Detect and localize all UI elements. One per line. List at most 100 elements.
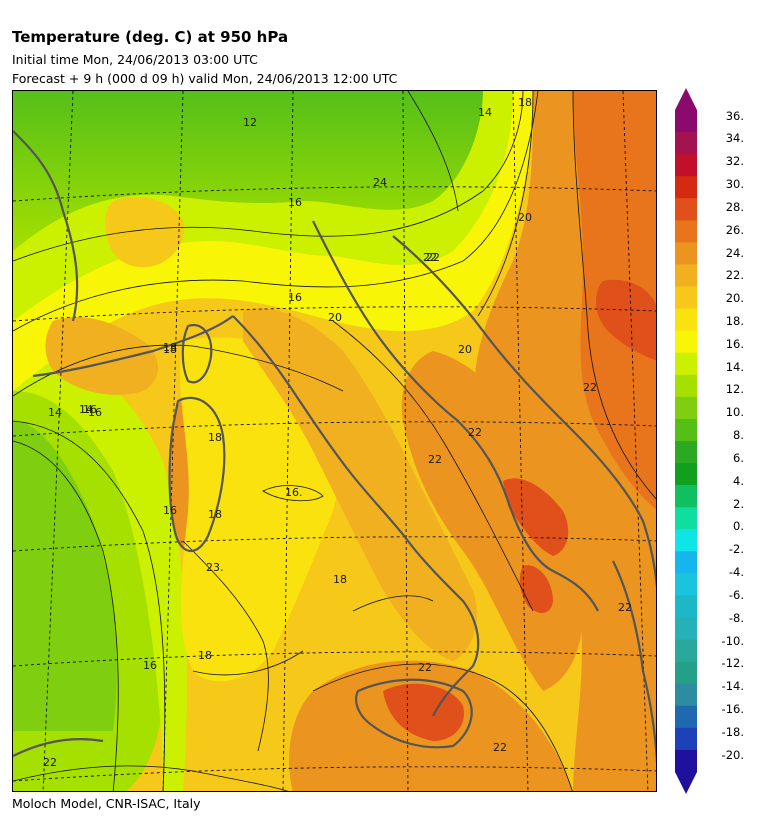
contour-label: 12 [243, 116, 257, 129]
colorbar-cell [675, 573, 697, 596]
colorbar-bottom-arrow [675, 772, 697, 794]
contour-lines [13, 91, 656, 791]
contour-label: 16 [143, 659, 157, 672]
colorbar-tick-label: 14. [725, 359, 744, 374]
colorbar-cell [675, 463, 697, 486]
colorbar-cell [675, 374, 697, 398]
colorbar-cell [675, 286, 697, 310]
colorbar-tick-label: 12. [725, 382, 744, 397]
colorbar-tick-label: 0. [733, 519, 744, 534]
colorbar-tick-label: 18. [725, 314, 744, 328]
colorbar-cell [675, 220, 697, 243]
coastline-france-riviera [32, 315, 234, 378]
colorbar-tick-label: -20. [721, 747, 744, 762]
colorbar-cell [675, 441, 697, 464]
temp-zone-apulia-hot [503, 478, 569, 556]
contour-label: 14 [478, 106, 492, 119]
coastline-sardinia [168, 396, 226, 553]
colorbar-tick-label: -12. [721, 656, 744, 671]
contour-label: 22 [423, 251, 437, 264]
contour-label: 18 [208, 431, 222, 444]
contour-labels: 14 16 18 20 22 24 12 14 16 18 20 22 16 1… [43, 96, 632, 769]
colorbar-tick-label: 36. [725, 108, 744, 123]
temp-zone-alps-yellow [13, 91, 533, 391]
colorbar-cell [675, 749, 697, 773]
contour-label: 18 [198, 649, 212, 662]
coastline-italy-east [312, 220, 599, 612]
contour-label: 22 [43, 756, 57, 769]
colorbar-tick-label: 30. [725, 177, 744, 192]
colorbar-tick-label: 22. [725, 268, 744, 283]
colorbar-cell [675, 132, 697, 155]
colorbar-cell [675, 529, 697, 552]
colorbar-tick-label: -2. [728, 542, 744, 557]
contour-label: 22 [583, 381, 597, 394]
colorbar-cell [675, 242, 697, 265]
colorbar-cell [675, 110, 697, 133]
colorbar-tick-label: 20. [725, 291, 744, 306]
temp-zone-north-yellowgreen [13, 91, 513, 321]
colorbar-tick-label: 32. [725, 154, 744, 169]
colorbar-cell [675, 198, 697, 221]
colorbar-cell [675, 551, 697, 574]
coastline-adriatic-east [392, 235, 656, 590]
contour-label: 22 [428, 453, 442, 466]
contour-label: 22 [493, 741, 507, 754]
colorbar-tick-label: 34. [725, 131, 744, 146]
colorbar-tick-label: 24. [725, 245, 744, 260]
contour-label: 22 [468, 426, 482, 439]
coastline-sicily [355, 678, 473, 749]
colorbar-tick-label: 28. [725, 199, 744, 214]
contour-label: 14 [79, 403, 93, 416]
forecast-label: Forecast + 9 h (000 d 09 h) valid Mon, 2… [12, 71, 398, 86]
colorbar-tick-label: -10. [721, 633, 744, 648]
coastline-italy-west [232, 315, 480, 717]
contour-label: 22 [418, 661, 432, 674]
colorbar-tick-label: 8. [733, 428, 744, 443]
temp-zone-balkan-hotspot [596, 279, 656, 361]
colorbar-cell [675, 617, 697, 641]
contour-label: 22 [618, 601, 632, 614]
contour-label: 22 [426, 251, 440, 264]
colorbar-top-arrow [675, 88, 697, 110]
colorbar-cell [675, 330, 697, 354]
colorbar-tick-label: -4. [728, 565, 744, 580]
coastline-malta-tunisia [13, 738, 104, 757]
colorbar-cell [675, 396, 697, 420]
temperature-map: 14 16 18 20 22 24 12 14 16 18 20 22 16 1… [12, 90, 657, 792]
coastline-greece [612, 560, 656, 763]
chart-title: Temperature (deg. C) at 950 hPa [12, 28, 289, 46]
contour-label: 16 [163, 504, 177, 517]
colorbar-cell [675, 639, 697, 663]
colorbar-tick-label: 2. [733, 496, 744, 511]
colorbar-cell [675, 154, 697, 177]
colorbar-labels: 36. 34. 32. 30. 28. 26. 24. 22. 20. 18. 16. 14. 12. 1… [700, 88, 748, 796]
contour-label: 18 [163, 343, 177, 356]
colorbar-cell [675, 683, 697, 707]
colorbar-cell [675, 705, 697, 729]
contour-label: 16 [88, 406, 102, 419]
model-credit: Moloch Model, CNR-ISAC, Italy [12, 796, 201, 811]
coastline-corsica [181, 323, 213, 384]
contour-label: 16 [83, 403, 97, 416]
colorbar-tick-label: -16. [721, 702, 744, 717]
contour-label: 16 [288, 196, 302, 209]
colorbar-cell [675, 595, 697, 619]
colorbar-cell [675, 308, 697, 332]
contour-label: 18 [208, 508, 222, 521]
colorbar [675, 88, 697, 794]
initial-time-label: Initial time Mon, 24/06/2013 03:00 UTC [12, 52, 258, 67]
contour-label: 24 [373, 176, 387, 189]
colorbar-tick-label: 6. [733, 450, 744, 465]
colorbar-tick-label: -18. [721, 724, 744, 739]
colorbar-tick-label: -14. [721, 679, 744, 694]
temp-zone-west-sea-inner [13, 421, 117, 731]
colorbar-tick-label: 10. [725, 405, 744, 420]
coastline-west-europe [13, 130, 79, 322]
contour-label: 16. [285, 486, 303, 499]
colorbar-cell [675, 264, 697, 288]
colorbar-tick-label: 4. [733, 473, 744, 488]
colorbar-cell [675, 176, 697, 199]
colorbar-tick-label: 16. [725, 336, 744, 351]
temp-zone-north-green [13, 91, 483, 251]
